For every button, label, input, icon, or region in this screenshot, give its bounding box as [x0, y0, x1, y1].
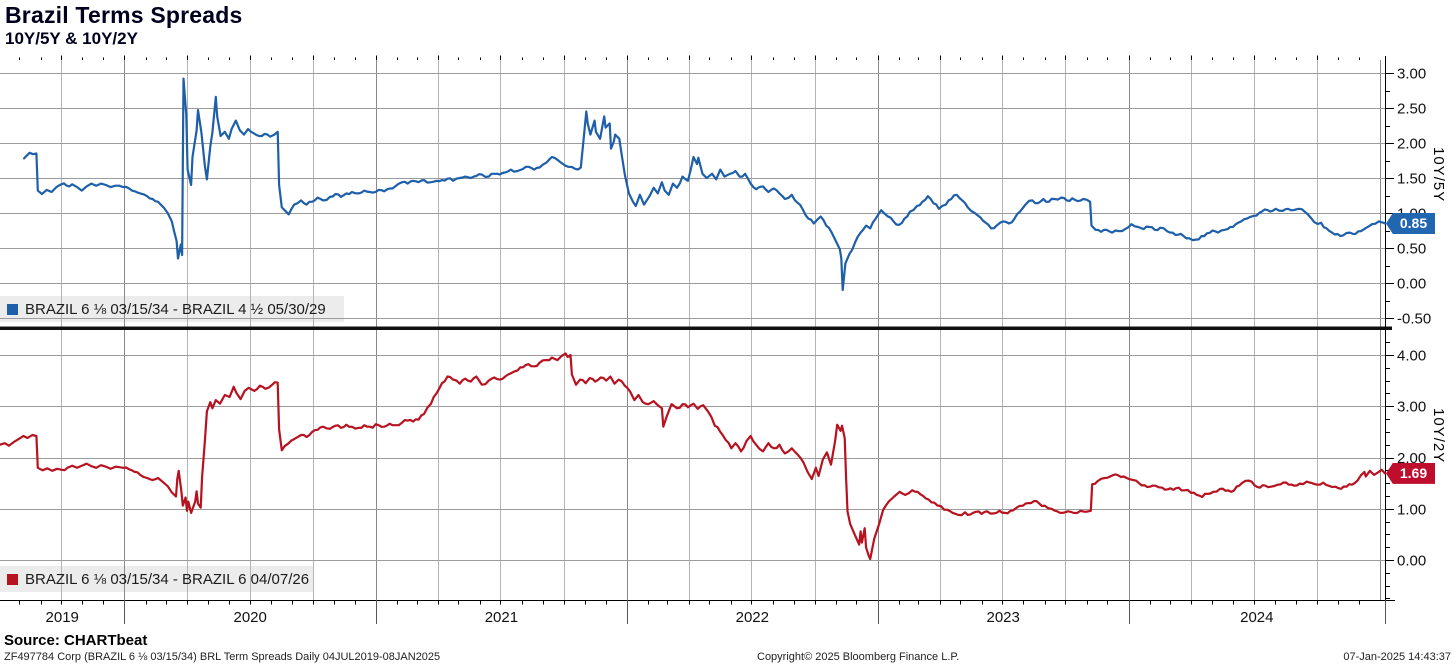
svg-text:2023: 2023	[986, 609, 1019, 626]
y-axis-label-top: 10Y/5Y	[1430, 147, 1447, 203]
svg-text:1.50: 1.50	[1397, 171, 1426, 188]
svg-text:2.00: 2.00	[1397, 450, 1426, 467]
timestamp-label: 07-Jan-2025 14:43:37	[1343, 651, 1451, 663]
chart-header: Brazil Terms Spreads 10Y/5Y & 10Y/2Y	[5, 2, 243, 49]
svg-text:4.00: 4.00	[1397, 347, 1426, 364]
last-value-badge-top: 0.85	[1386, 213, 1435, 234]
svg-text:1.00: 1.00	[1397, 501, 1426, 518]
legend-swatch-blue-icon	[7, 303, 18, 315]
svg-text:2.00: 2.00	[1397, 136, 1426, 153]
svg-text:2020: 2020	[234, 609, 267, 626]
svg-text:0.00: 0.00	[1397, 553, 1426, 570]
copyright-label: Copyright© 2025 Bloomberg Finance L.P.	[757, 651, 960, 663]
page-title: Brazil Terms Spreads	[5, 2, 243, 28]
page-subtitle: 10Y/5Y & 10Y/2Y	[5, 29, 138, 48]
svg-text:0.50: 0.50	[1397, 241, 1426, 258]
svg-text:2022: 2022	[736, 609, 769, 626]
svg-text:2021: 2021	[485, 609, 518, 626]
legend-top-panel[interactable]: BRAZIL 6 ⅛ 03/15/34 - BRAZIL 4 ½ 05/30/2…	[7, 296, 326, 322]
legend-bottom-panel[interactable]: BRAZIL 6 ⅛ 03/15/34 - BRAZIL 6 04/07/26	[7, 566, 309, 592]
svg-text:0.00: 0.00	[1397, 276, 1426, 293]
last-value-badge-bottom: 1.69	[1386, 462, 1435, 484]
source-label: Source: CHARTbeat	[4, 632, 148, 649]
svg-text:3.00: 3.00	[1397, 399, 1426, 416]
svg-text:3.00: 3.00	[1397, 66, 1426, 83]
legend-swatch-red-icon	[7, 573, 18, 585]
legend-label-top: BRAZIL 6 ⅛ 03/15/34 - BRAZIL 4 ½ 05/30/2…	[25, 300, 326, 318]
legend-label-bottom: BRAZIL 6 ⅛ 03/15/34 - BRAZIL 6 04/07/26	[25, 570, 310, 588]
y-axis-label-bottom: 10Y/2Y	[1430, 408, 1447, 464]
chart-description: ZF497784 Corp (BRAZIL 6 ⅛ 03/15/34) BRL …	[4, 651, 441, 663]
svg-text:2.50: 2.50	[1397, 101, 1426, 118]
svg-text:2019: 2019	[46, 609, 79, 626]
svg-text:2024: 2024	[1240, 609, 1273, 626]
svg-text:-0.50: -0.50	[1397, 311, 1431, 328]
